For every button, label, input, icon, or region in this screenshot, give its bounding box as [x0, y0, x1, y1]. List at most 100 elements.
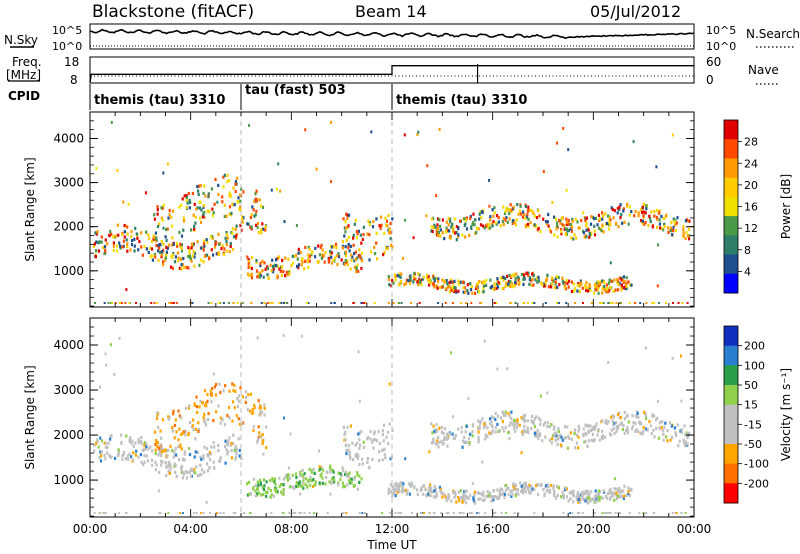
echo-cell [266, 490, 269, 495]
echo-cell [467, 496, 470, 500]
x-tick-label: 16:00 [475, 522, 510, 536]
echo-cell [164, 254, 167, 258]
echo-cell [288, 476, 291, 480]
colorbar-tick-label: -200 [744, 477, 769, 490]
echo-cell [397, 512, 400, 514]
echo-cell [606, 512, 609, 514]
echo-cell [578, 512, 581, 514]
echo-cell [633, 214, 636, 218]
echo-cell [603, 281, 606, 285]
echo-cell [436, 230, 439, 234]
echo-cell [160, 216, 163, 220]
echo-cell [132, 444, 135, 448]
echo-cell [116, 223, 119, 227]
echo-cell [571, 512, 574, 514]
echo-cell [520, 212, 523, 216]
echo-cell [395, 485, 398, 489]
echo-cell [310, 253, 313, 257]
echo-cell [146, 459, 150, 463]
echo-cell [353, 477, 356, 481]
echo-cell [417, 283, 420, 287]
echo-cell [226, 236, 229, 240]
station-title: Blackstone (fitACF) [92, 2, 254, 22]
echo-cell [178, 205, 181, 209]
echo-cell [588, 235, 591, 239]
echo-cell [160, 206, 163, 210]
echo-cell [257, 435, 260, 439]
echo-cell [563, 224, 566, 228]
echo-cell [391, 279, 394, 283]
echo-cell [341, 466, 344, 470]
echo-cell [477, 497, 480, 501]
echo-cell [520, 484, 523, 488]
echo-cell [171, 302, 174, 304]
echo-cell [122, 200, 125, 204]
echo-cell [452, 512, 455, 514]
echo-cell [131, 439, 134, 443]
echo-cell [204, 423, 208, 427]
echo-cell [688, 219, 691, 223]
echo-cell [125, 457, 128, 461]
echo-cell [387, 441, 390, 446]
echo-cell [642, 202, 645, 206]
echo-cell [188, 452, 192, 457]
echo-cell [427, 275, 430, 279]
echo-cell [133, 237, 136, 241]
echo-cell [637, 214, 640, 218]
echo-cell [615, 302, 618, 304]
echo-cell [207, 302, 210, 304]
echo-cell [187, 266, 190, 270]
echo-cell [258, 198, 261, 202]
echo-cell [514, 276, 517, 280]
echo-cell [405, 278, 408, 282]
echo-cell [222, 389, 225, 393]
echo-cell [511, 492, 514, 496]
echo-cell [301, 260, 304, 264]
echo-cell [658, 218, 661, 222]
echo-cell [669, 229, 672, 233]
echo-cell [477, 281, 480, 285]
echo-cell [345, 470, 348, 475]
echo-cell [607, 290, 610, 294]
colorbar-segment [724, 483, 738, 504]
echo-cell [252, 477, 255, 481]
echo-cell [606, 214, 610, 218]
echo-cell [428, 283, 431, 287]
echo-cell [542, 217, 545, 221]
echo-cell [237, 399, 240, 403]
echo-cell [142, 463, 145, 467]
echo-cell [506, 274, 509, 278]
echo-cell [621, 221, 624, 225]
echo-cell [609, 491, 612, 495]
echo-cell [213, 466, 216, 470]
echo-cell [413, 486, 416, 490]
echo-cell [322, 253, 325, 258]
echo-cell [299, 492, 302, 496]
echo-cell [215, 252, 218, 256]
echo-cell [576, 512, 579, 514]
echo-cell [462, 495, 465, 500]
echo-cell [644, 211, 647, 215]
echo-cell [469, 288, 473, 292]
echo-cell [108, 453, 111, 458]
echo-cell [183, 194, 186, 198]
colorbar-segment [724, 345, 738, 366]
echo-cell [257, 272, 260, 276]
echo-cell [232, 235, 236, 239]
echo-cell [230, 456, 233, 460]
echo-cell [490, 415, 493, 419]
echo-cell [610, 492, 613, 496]
echo-cell [192, 470, 195, 474]
echo-cell [202, 415, 205, 420]
echo-cell [594, 288, 597, 292]
echo-cell [227, 302, 230, 304]
echo-cell [436, 223, 439, 227]
echo-cell [620, 285, 623, 289]
echo-cell [560, 435, 563, 439]
echo-cell [526, 213, 529, 217]
echo-cell [483, 226, 486, 230]
echo-cell [480, 492, 483, 496]
echo-cell [614, 288, 617, 292]
echo-cell [620, 278, 623, 282]
echo-cell [563, 227, 566, 231]
